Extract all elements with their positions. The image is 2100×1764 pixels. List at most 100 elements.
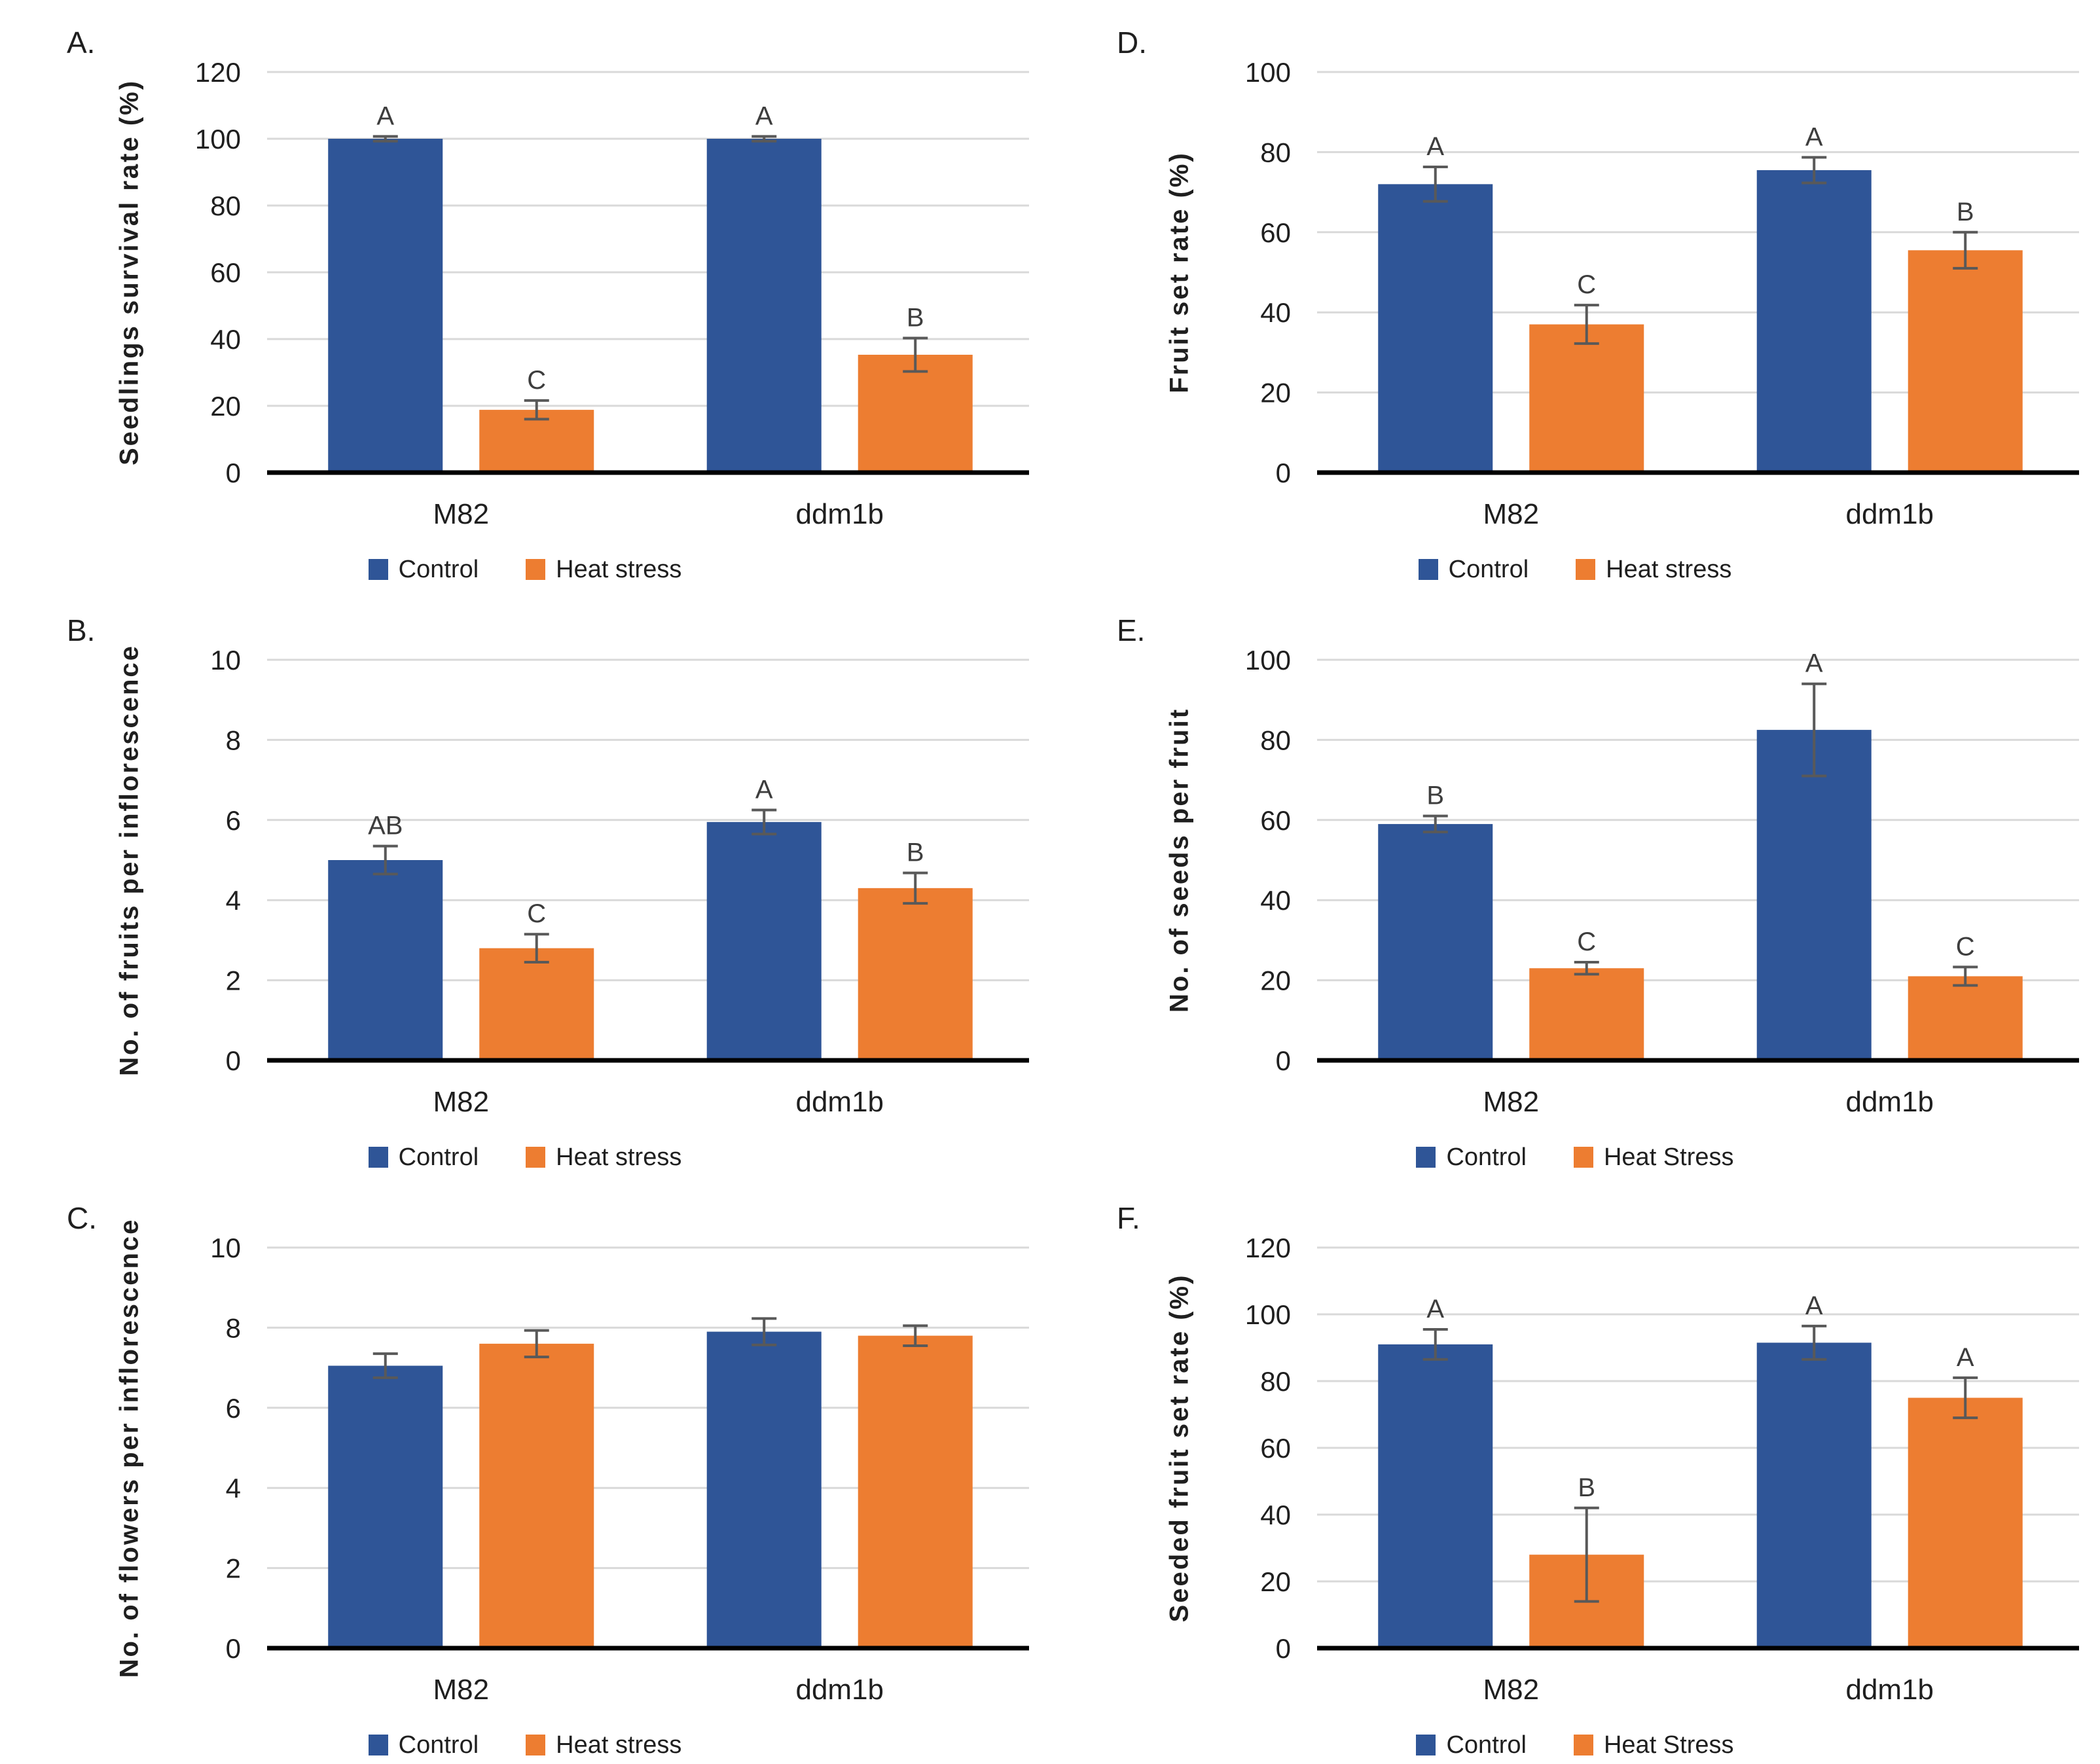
panel-label: E. [1117,613,1146,647]
category-label-m82: M82 [1483,1674,1539,1706]
legend-label: Heat Stress [1603,1731,1734,1759]
panel-f: F. Seeded fruit set rate (%) A A B A 0 20 40 60… [1050,1176,2100,1763]
legend-label: Control [398,556,479,583]
bar-heat-stress-m82 [1529,968,1644,1060]
bar-chart-canvas: A A C B 0 20 40 60 80 100 M82 ddm1b [1245,57,2079,530]
y-tick-label: 80 [1260,1366,1291,1397]
legend-label: Control [1448,556,1529,583]
control-swatch-icon [368,559,388,580]
y-tick-label: 60 [1260,1433,1291,1464]
category-label-ddm1b: ddm1b [1845,1086,1934,1118]
y-tick-label: 80 [1260,137,1291,168]
bar-control-ddm1b [1756,730,1872,1060]
category-label-ddm1b: ddm1b [795,1086,884,1118]
sig-letter-control-ddm1b: A [1805,649,1823,678]
category-label-ddm1b: ddm1b [1845,1674,1934,1706]
legend-label: Control [1446,1143,1527,1171]
y-tick-label: 40 [1260,1500,1291,1530]
legend-label: Heat stress [556,1143,682,1171]
category-label-m82: M82 [1483,1086,1539,1118]
bar-control-ddm1b [1756,170,1872,473]
y-tick-label: 2 [226,1553,241,1584]
sig-letter-control-ddm1b: A [1805,1291,1823,1320]
y-tick-label: 80 [210,190,241,221]
y-tick-label: 4 [226,1473,241,1503]
legend-item-heat-stress: Heat stress [526,557,681,582]
heat-stress-swatch-icon [1573,1147,1593,1168]
y-tick-label: 0 [226,458,241,488]
legend-label: Control [1446,1731,1527,1759]
y-tick-label: 40 [1260,885,1291,916]
bar-control-ddm1b [706,139,822,473]
y-tick-label: 0 [226,1633,241,1664]
panel-label: A. [67,26,96,60]
legend-item-control: Control [1418,556,1529,583]
control-swatch-icon [368,1147,388,1168]
control-swatch-icon [1418,559,1438,580]
bar-control-ddm1b [706,1331,822,1648]
y-tick-label: 20 [1260,965,1291,996]
legend-label: Heat Stress [1603,1143,1734,1171]
y-tick-label: 8 [226,1312,241,1343]
bar-heat-stress-ddm1b [858,1335,973,1648]
panel-label: D. [1117,26,1147,60]
sig-letter-control-m82: A [1426,1295,1444,1323]
chart-legend: Control Heat stress [0,1727,1050,1763]
y-tick-label: 20 [210,391,241,422]
panel-b: B. No. of fruits per inflorescence AB A C B… [0,588,1050,1176]
sig-letter-heat-stress-ddm1b: B [907,303,924,332]
y-tick-label: 0 [1276,1045,1291,1076]
legend-item-heat-stress: Heat Stress [1573,1143,1734,1171]
legend-item-control: Control [1416,1733,1527,1757]
bar-heat-stress-ddm1b [858,888,973,1060]
legend-item-control: Control [368,1731,479,1759]
y-tick-label: 0 [226,1045,241,1076]
chart-legend: Control Heat Stress [1050,1139,2100,1176]
y-tick-label: 100 [1245,645,1291,675]
legend-label: Control [398,1731,479,1759]
bar-chart-canvas: AB A C B 0 2 4 6 8 10 M82 ddm1b [210,645,1029,1118]
category-label-m82: M82 [433,1086,489,1118]
heat-stress-swatch-icon [526,1735,546,1755]
sig-letter-heat-stress-ddm1b: A [1957,1343,1974,1372]
panel-label: F. [1117,1201,1140,1235]
control-swatch-icon [1416,1735,1436,1755]
bar-chart-canvas: A A C B 0 20 40 60 80 100 120 M82 ddm1b [195,57,1029,530]
sig-letter-heat-stress-ddm1b: B [907,838,924,867]
panel-label: B. [67,613,96,647]
bar-control-m82 [1378,823,1493,1060]
bar-control-m82 [1378,1344,1493,1648]
sig-letter-heat-stress-m82: C [1577,270,1596,299]
legend-item-control: Control [368,1145,479,1170]
sig-letter-control-ddm1b: A [755,776,773,804]
y-tick-label: 100 [1245,1299,1291,1330]
bar-heat-stress-m82 [479,1343,594,1648]
heat-stress-swatch-icon [1576,559,1596,580]
y-tick-label: 10 [210,645,241,675]
panel-e: E. No. of seeds per fruit B A C C 0 20 40 60 80 1… [1050,588,2100,1176]
category-label-m82: M82 [1483,498,1539,530]
legend-item-heat-stress: Heat stress [526,1733,681,1757]
sig-letter-control-m82: A [1426,132,1444,161]
y-tick-label: 6 [226,1393,241,1424]
y-tick-label: 80 [1260,725,1291,755]
y-tick-label: 60 [1260,217,1291,248]
sig-letter-control-ddm1b: A [755,101,773,130]
panel-a: A. Seedlings survival rate (%) A A C B 0 20 40… [0,0,1050,588]
y-tick-label: 20 [1260,378,1291,408]
legend-item-control: Control [1416,1145,1527,1170]
legend-item-heat-stress: Heat Stress [1573,1731,1734,1759]
heat-stress-swatch-icon [526,559,546,580]
y-tick-label: 120 [195,57,241,88]
control-swatch-icon [368,1735,388,1755]
legend-label: Heat stress [556,1731,682,1759]
bar-heat-stress-ddm1b [1908,976,2023,1060]
legend-item-control: Control [368,556,479,583]
bar-heat-stress-ddm1b [1908,1397,2023,1648]
bar-control-ddm1b [706,821,822,1060]
bar-control-m82 [328,1365,443,1648]
y-tick-label: 20 [1260,1566,1291,1597]
y-tick-label: 100 [1245,57,1291,88]
category-label-m82: M82 [433,1674,489,1706]
